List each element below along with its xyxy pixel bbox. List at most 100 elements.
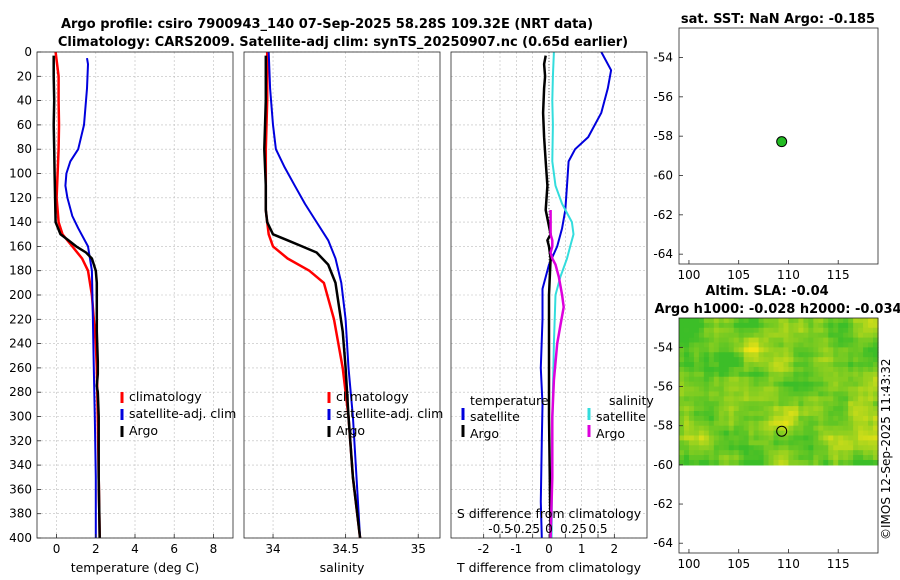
- heatmap-cell: [748, 332, 755, 339]
- heatmap-cell: [758, 411, 765, 417]
- heatmap-cell: [808, 376, 814, 383]
- heatmap-cell: [778, 322, 785, 329]
- y-tick-label: 260: [9, 361, 32, 375]
- heatmap-cell: [783, 342, 790, 348]
- map-x-tick-label: 110: [777, 557, 800, 571]
- heatmap-cell: [758, 381, 765, 388]
- heatmap-cell: [833, 342, 839, 348]
- heatmap-cell: [848, 342, 854, 348]
- heatmap-cell: [758, 396, 765, 402]
- heatmap-cell: [693, 430, 700, 437]
- heatmap-cell: [753, 411, 760, 417]
- heatmap-cell: [748, 371, 755, 378]
- heatmap-cell: [753, 386, 760, 393]
- heatmap-cell: [708, 366, 715, 373]
- heatmap-cell: [728, 352, 735, 358]
- heatmap-cell: [838, 352, 844, 358]
- heatmap-cell: [718, 401, 725, 407]
- heatmap-cell: [798, 450, 804, 456]
- heatmap-cell: [683, 450, 690, 456]
- heatmap-cell: [773, 371, 780, 378]
- heatmap-cell: [708, 322, 715, 329]
- heatmap-cell: [733, 415, 740, 422]
- map-y-tick-label: -64: [653, 247, 673, 261]
- heatmap-cell: [778, 332, 785, 339]
- heatmap-cell: [848, 337, 854, 344]
- heatmap-cell: [793, 342, 799, 348]
- heatmap-cell: [743, 337, 750, 344]
- heatmap-cell: [803, 362, 809, 368]
- heatmap-cell: [773, 396, 780, 402]
- heatmap-cell: [788, 386, 795, 393]
- heatmap-cell: [803, 450, 809, 456]
- temperature-panel: 0204060801001201401601802002202402602803…: [9, 45, 236, 575]
- heatmap-cell: [873, 347, 879, 353]
- heatmap-cell: [843, 406, 849, 412]
- heatmap-cell: [863, 411, 869, 417]
- heatmap-cell: [733, 396, 740, 402]
- heatmap-cell: [843, 396, 849, 402]
- heatmap-cell: [748, 342, 755, 348]
- heatmap-cell: [698, 386, 705, 393]
- heatmap-cell: [778, 347, 785, 353]
- heatmap-cell: [843, 411, 849, 417]
- heatmap-cell: [803, 391, 809, 397]
- y-tick-label: 80: [17, 142, 32, 156]
- heatmap-cell: [803, 327, 809, 334]
- map-x-tick-label: 110: [777, 268, 800, 282]
- heatmap-cell: [679, 381, 685, 388]
- heatmap-cell: [843, 371, 849, 378]
- heatmap-cell: [858, 371, 864, 378]
- heatmap-cell: [773, 332, 780, 339]
- heatmap-cell: [853, 386, 859, 393]
- heatmap-cell: [753, 425, 760, 432]
- heatmap-cell: [873, 357, 879, 363]
- heatmap-cell: [763, 445, 770, 451]
- map-frame: [678, 317, 879, 554]
- heatmap-cell: [683, 386, 690, 393]
- heatmap-cell: [853, 411, 859, 417]
- heatmap-cell: [753, 322, 760, 329]
- heatmap-cell: [808, 391, 814, 397]
- heatmap-cell: [873, 401, 879, 407]
- heatmap-cell: [793, 381, 799, 388]
- heatmap-cell: [718, 425, 725, 432]
- heatmap-cell: [753, 430, 760, 437]
- heatmap-cell: [778, 450, 785, 456]
- heatmap-cell: [803, 396, 809, 402]
- legend-entry: satellite-adj. clim: [129, 406, 236, 421]
- heatmap-cell: [808, 450, 814, 456]
- heatmap-cell: [793, 366, 799, 373]
- heatmap-cell: [833, 327, 839, 334]
- heatmap-cell: [768, 411, 775, 417]
- heatmap-cell: [788, 376, 795, 383]
- heatmap-cell: [798, 347, 804, 353]
- heatmap-cell: [723, 459, 730, 466]
- heatmap-cell: [873, 430, 879, 437]
- heatmap-cell: [783, 347, 790, 353]
- heatmap-cell: [728, 376, 735, 383]
- heatmap-cell: [738, 352, 745, 358]
- heatmap-cell: [763, 366, 770, 373]
- heatmap-cell: [738, 420, 745, 427]
- heatmap-cell: [703, 450, 710, 456]
- heatmap-cell: [848, 406, 854, 412]
- watermark: ©IMOS 12-Sep-2025 11:43:32: [879, 358, 893, 540]
- x-tick-label: 2: [92, 542, 100, 556]
- heatmap-cell: [868, 420, 874, 427]
- heatmap-cell: [823, 347, 829, 353]
- heatmap-cell: [858, 362, 864, 368]
- heatmap-cell: [728, 459, 735, 466]
- heatmap-cell: [863, 318, 869, 324]
- heatmap-cell: [708, 411, 715, 417]
- heatmap-cell: [718, 411, 725, 417]
- heatmap-cell: [798, 376, 804, 383]
- heatmap-cell: [773, 415, 780, 422]
- heatmap-cell: [788, 435, 795, 441]
- heatmap-cell: [728, 411, 735, 417]
- heatmap-cell: [838, 381, 844, 388]
- heatmap-cell: [823, 357, 829, 363]
- heatmap-cell: [713, 386, 720, 393]
- heatmap-cell: [748, 411, 755, 417]
- heatmap-cell: [723, 337, 730, 344]
